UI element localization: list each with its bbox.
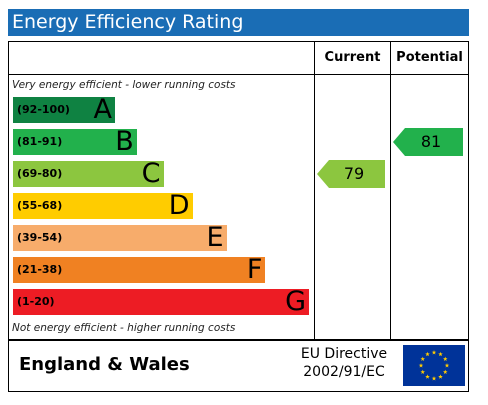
rating-band-g: (1-20) G xyxy=(13,286,309,317)
band-range-label: (39-54) xyxy=(17,231,63,244)
current-column-header: Current xyxy=(324,50,381,65)
column-divider xyxy=(390,42,391,339)
directive-line-1: EU Directive xyxy=(300,346,388,362)
eu-star-icon xyxy=(442,369,448,374)
eu-flag-stars xyxy=(418,350,450,381)
band-letter: A xyxy=(93,94,112,125)
current-rating-value: 79 xyxy=(343,164,365,183)
rating-band-e: (39-54) E xyxy=(13,222,227,253)
band-letter: G xyxy=(285,286,306,317)
rating-band-c: (69-80) C xyxy=(13,158,164,189)
band-range-label: (81-91) xyxy=(17,135,63,148)
current-rating-arrow: 79 xyxy=(317,160,385,188)
eu-star-icon xyxy=(425,351,430,357)
rating-table: Current Potential Very energy efficient … xyxy=(8,41,469,340)
band-letter: E xyxy=(206,222,224,253)
potential-rating-arrow: 81 xyxy=(393,128,463,156)
potential-column-header: Potential xyxy=(396,50,463,65)
header-divider xyxy=(9,74,468,75)
bottom-note: Not energy efficient - higher running co… xyxy=(12,322,236,334)
title-bar: Energy Efficiency Rating xyxy=(8,9,469,36)
eu-star-icon xyxy=(438,374,443,379)
eu-star-icon xyxy=(420,369,426,374)
band-range-label: (55-68) xyxy=(17,199,63,212)
footer: England & Wales EU Directive 2002/91/EC xyxy=(8,340,469,392)
chart-title: Energy Efficiency Rating xyxy=(12,11,244,33)
band-letter: C xyxy=(141,158,161,189)
band-range-label: (1-20) xyxy=(17,295,55,308)
band-range-label: (92-100) xyxy=(17,103,70,116)
eu-star-icon xyxy=(420,356,426,361)
band-letter: D xyxy=(168,190,190,221)
band-letter: B xyxy=(115,126,134,157)
directive-line-2: 2002/91/EC xyxy=(303,364,385,380)
potential-rating-value: 81 xyxy=(420,132,442,151)
band-range-label: (21-38) xyxy=(17,263,63,276)
column-divider xyxy=(314,42,315,339)
rating-band-f: (21-38) F xyxy=(13,254,266,285)
band-letter: F xyxy=(246,254,263,285)
potential-arrow-shape xyxy=(393,128,463,156)
region-label: England & Wales xyxy=(19,354,190,375)
eu-star-icon xyxy=(425,374,430,379)
band-range-label: (69-80) xyxy=(17,167,63,180)
rating-band-b: (81-91) B xyxy=(13,126,137,157)
eu-star-icon xyxy=(442,356,448,361)
eu-flag-icon xyxy=(403,345,465,386)
rating-band-d: (55-68) D xyxy=(13,190,193,221)
eu-star-icon xyxy=(444,363,450,368)
top-note: Very energy efficient - lower running co… xyxy=(12,79,236,91)
eu-star-icon xyxy=(418,363,424,368)
eu-star-icon xyxy=(431,376,437,381)
current-arrow-shape xyxy=(317,160,385,188)
eu-star-icon xyxy=(438,351,443,357)
rating-band-a: (92-100) A xyxy=(13,94,115,125)
eu-star-icon xyxy=(431,350,437,355)
eu-directive: EU Directive 2002/91/EC xyxy=(289,345,399,381)
